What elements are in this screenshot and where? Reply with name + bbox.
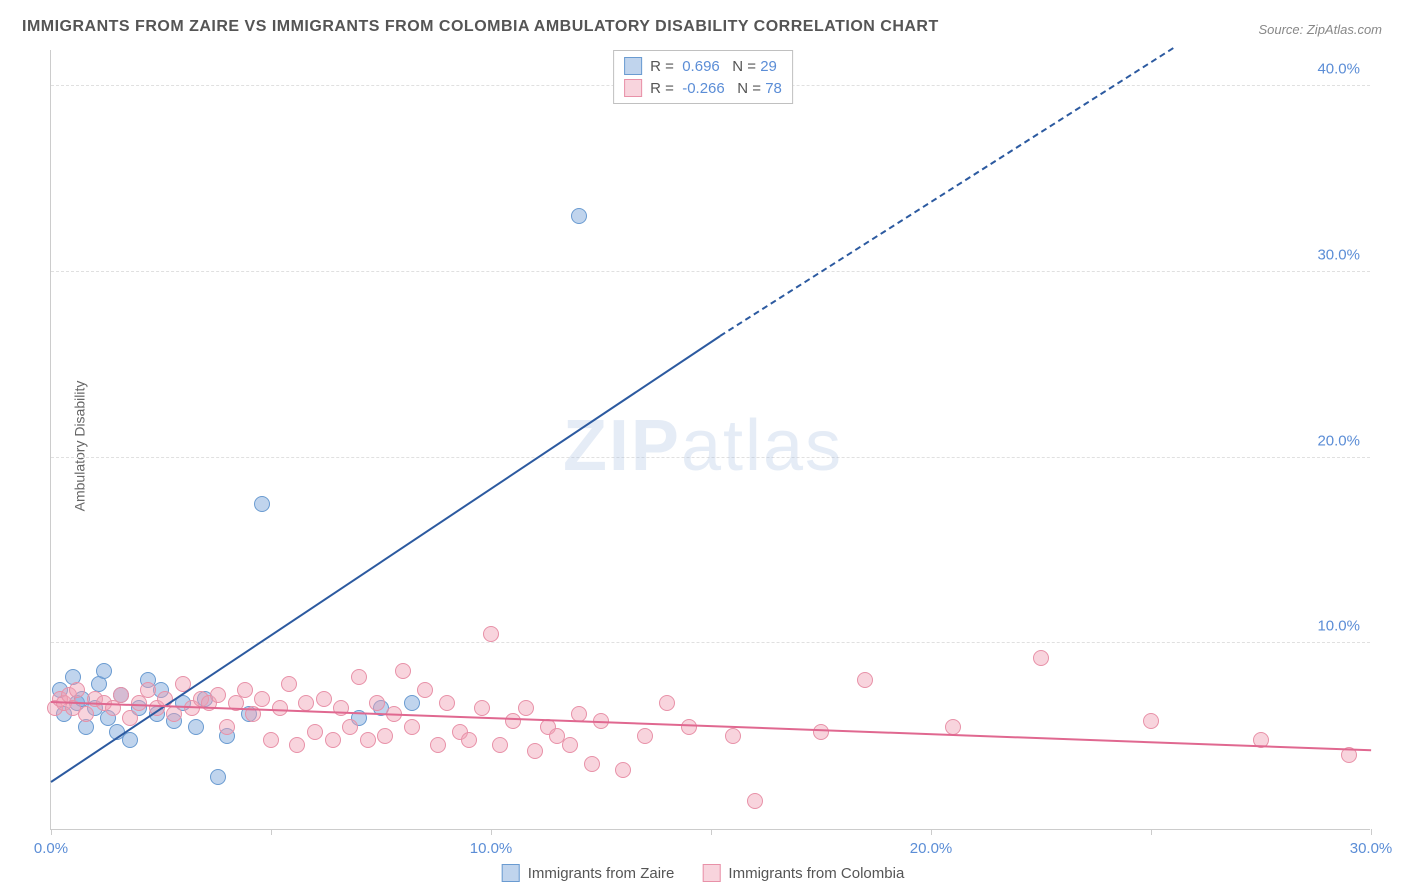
data-point bbox=[237, 682, 253, 698]
source-attribution: Source: ZipAtlas.com bbox=[1258, 22, 1382, 37]
data-point bbox=[351, 669, 367, 685]
data-point bbox=[1033, 650, 1049, 666]
x-tick-mark bbox=[1371, 829, 1372, 835]
data-point bbox=[404, 695, 420, 711]
legend-stat: R = 0.696 N = 29 bbox=[650, 58, 777, 75]
legend-label: Immigrants from Colombia bbox=[728, 865, 904, 882]
legend-item: Immigrants from Colombia bbox=[702, 864, 904, 882]
data-point bbox=[681, 719, 697, 735]
data-point bbox=[404, 719, 420, 735]
data-point bbox=[395, 663, 411, 679]
y-tick-label: 10.0% bbox=[1317, 618, 1360, 635]
data-point bbox=[747, 793, 763, 809]
data-point bbox=[210, 769, 226, 785]
x-tick-mark bbox=[491, 829, 492, 835]
data-point bbox=[69, 682, 85, 698]
data-point bbox=[281, 676, 297, 692]
data-point bbox=[417, 682, 433, 698]
data-point bbox=[342, 719, 358, 735]
x-minor-tick bbox=[1151, 829, 1152, 835]
x-tick-label: 30.0% bbox=[1350, 840, 1393, 857]
data-point bbox=[725, 728, 741, 744]
data-point bbox=[584, 756, 600, 772]
legend-label: Immigrants from Zaire bbox=[528, 865, 675, 882]
chart-title: IMMIGRANTS FROM ZAIRE VS IMMIGRANTS FROM… bbox=[22, 18, 939, 36]
legend-row: R = -0.266 N = 78 bbox=[624, 77, 782, 99]
gridline bbox=[51, 457, 1370, 458]
data-point bbox=[298, 695, 314, 711]
data-point bbox=[615, 762, 631, 778]
data-point bbox=[219, 719, 235, 735]
data-point bbox=[483, 626, 499, 642]
data-point bbox=[140, 682, 156, 698]
data-point bbox=[461, 732, 477, 748]
data-point bbox=[289, 737, 305, 753]
x-minor-tick bbox=[711, 829, 712, 835]
x-minor-tick bbox=[271, 829, 272, 835]
legend-swatch bbox=[624, 79, 642, 97]
data-point bbox=[492, 737, 508, 753]
data-point bbox=[369, 695, 385, 711]
series-legend: Immigrants from Zaire Immigrants from Col… bbox=[502, 864, 905, 882]
data-point bbox=[439, 695, 455, 711]
regression-line bbox=[51, 701, 1371, 751]
data-point bbox=[527, 743, 543, 759]
x-tick-mark bbox=[51, 829, 52, 835]
correlation-legend: R = 0.696 N = 29 R = -0.266 N = 78 bbox=[613, 50, 793, 104]
data-point bbox=[325, 732, 341, 748]
data-point bbox=[659, 695, 675, 711]
x-tick-label: 20.0% bbox=[910, 840, 953, 857]
data-point bbox=[637, 728, 653, 744]
x-tick-mark bbox=[931, 829, 932, 835]
data-point bbox=[188, 719, 204, 735]
data-point bbox=[166, 706, 182, 722]
data-point bbox=[96, 663, 112, 679]
legend-item: Immigrants from Zaire bbox=[502, 864, 675, 882]
data-point bbox=[210, 687, 226, 703]
y-tick-label: 40.0% bbox=[1317, 61, 1360, 78]
data-point bbox=[505, 713, 521, 729]
data-point bbox=[360, 732, 376, 748]
data-point bbox=[571, 208, 587, 224]
data-point bbox=[316, 691, 332, 707]
data-point bbox=[377, 728, 393, 744]
data-point bbox=[430, 737, 446, 753]
data-point bbox=[518, 700, 534, 716]
data-point bbox=[263, 732, 279, 748]
legend-swatch bbox=[702, 864, 720, 882]
data-point bbox=[474, 700, 490, 716]
legend-row: R = 0.696 N = 29 bbox=[624, 55, 782, 77]
x-tick-label: 0.0% bbox=[34, 840, 68, 857]
chart-plot-area: 10.0%20.0%30.0%40.0%0.0%10.0%20.0%30.0% bbox=[50, 50, 1370, 830]
data-point bbox=[307, 724, 323, 740]
data-point bbox=[857, 672, 873, 688]
gridline bbox=[51, 642, 1370, 643]
data-point bbox=[78, 706, 94, 722]
x-tick-label: 10.0% bbox=[470, 840, 513, 857]
data-point bbox=[1143, 713, 1159, 729]
gridline bbox=[51, 271, 1370, 272]
legend-stat: R = -0.266 N = 78 bbox=[650, 80, 782, 97]
legend-swatch bbox=[624, 57, 642, 75]
data-point bbox=[113, 687, 129, 703]
y-tick-label: 30.0% bbox=[1317, 246, 1360, 263]
y-tick-label: 20.0% bbox=[1317, 432, 1360, 449]
data-point bbox=[333, 700, 349, 716]
data-point bbox=[254, 691, 270, 707]
data-point bbox=[562, 737, 578, 753]
data-point bbox=[813, 724, 829, 740]
data-point bbox=[945, 719, 961, 735]
data-point bbox=[254, 496, 270, 512]
data-point bbox=[122, 732, 138, 748]
legend-swatch bbox=[502, 864, 520, 882]
